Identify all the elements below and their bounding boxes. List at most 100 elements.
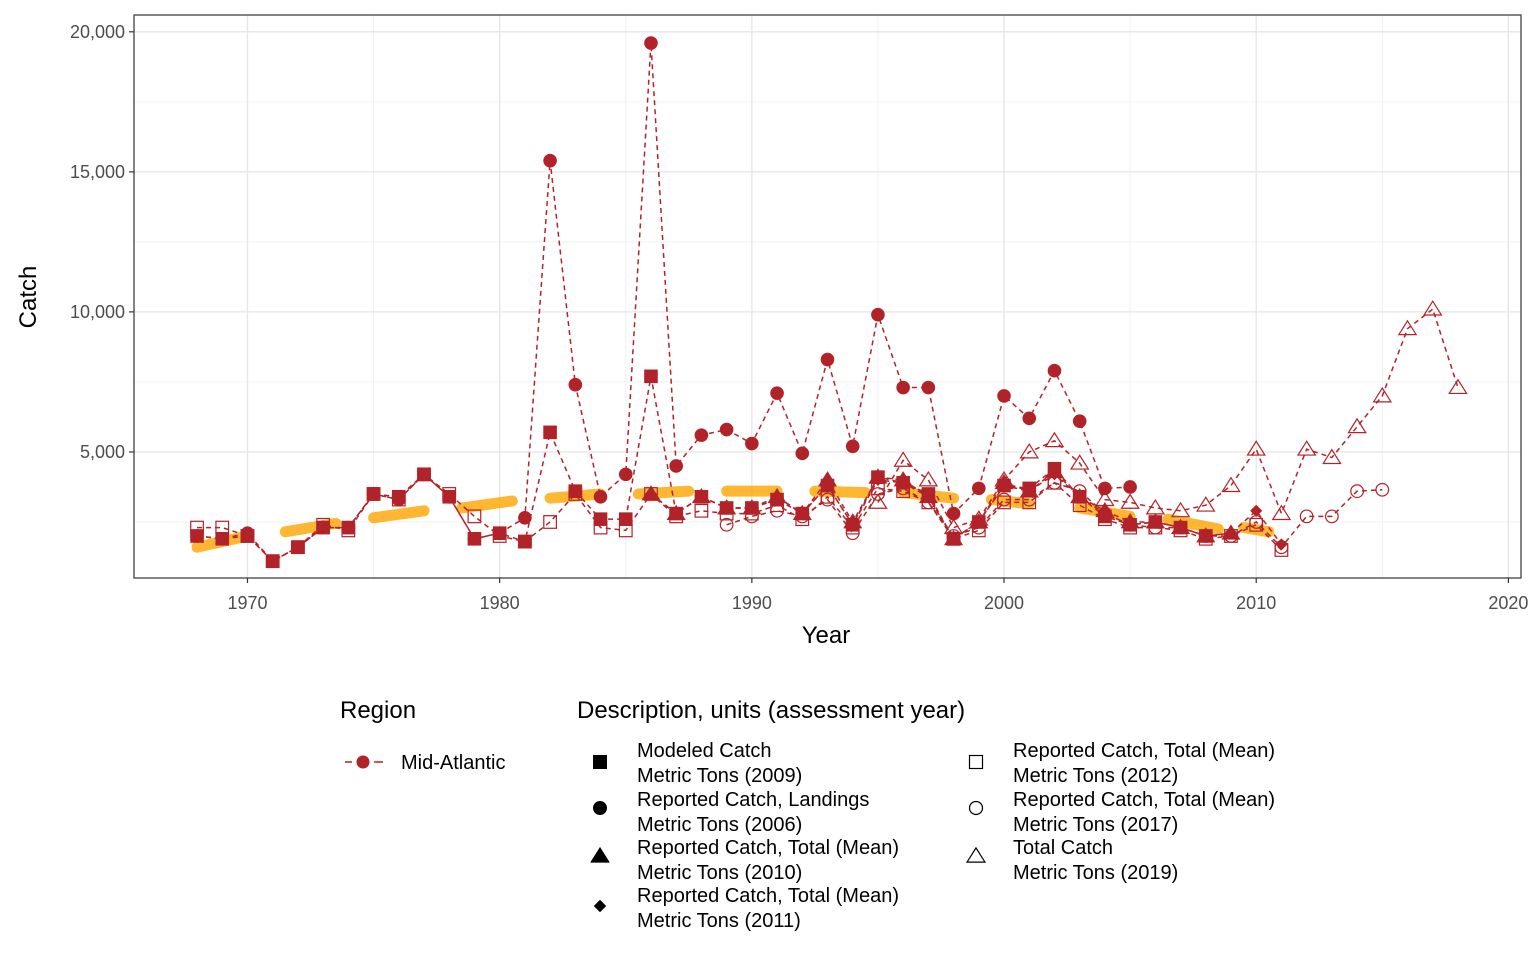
data-point-diamond [1098,507,1111,520]
data-point-square [644,369,658,384]
data-point-square-open [770,498,784,513]
data-point-triangle-open [1019,442,1039,459]
series-line-triangle-open [877,307,1459,529]
x-tick-label: 2020 [1488,593,1528,613]
data-point-square-open [366,487,381,501]
data-point-circle-open [1299,509,1314,524]
data-point-circle [518,510,532,525]
legend-entry-line2: Metric Tons (2011) [637,910,801,932]
legend-entry-line2: Metric Tons (2019) [1013,862,1178,884]
x-tick-label: 1990 [732,593,772,613]
data-point-circle [190,529,204,543]
series-line-circle [196,42,1131,563]
data-point-square-open [316,517,331,532]
legend-entry-line1: Reported Catch, Landings [637,789,869,811]
data-point-circle-open [1249,515,1264,529]
data-point-circle-open [1274,540,1289,555]
data-point-triangle-open [969,510,989,526]
legend-entry-modeled-2009: Modeled Catch Metric Tons (2009) [637,740,802,787]
data-point-circle [795,446,810,461]
y-tick-label: 15,000 [70,162,125,182]
data-point-diamond [1174,521,1187,534]
data-point-square-open [1097,512,1112,527]
data-point-circle-open [795,509,810,524]
data-point-circle-open [1123,517,1138,532]
legend-entry-line2: Metric Tons (2010) [637,862,802,884]
data-point-circle [568,377,583,392]
data-point-circle-open [1350,484,1364,499]
data-point-square-open [618,523,633,538]
data-point-circle [391,492,406,507]
data-point-circle-open [1022,492,1037,507]
data-point-diamond [1149,515,1162,529]
legend-key-circle-open [968,800,984,816]
data-point-diamond [695,490,708,503]
data-point-circle [871,307,885,322]
data-point-circle-open [997,492,1011,507]
data-point-triangle-open [1246,440,1266,456]
data-point-circle-open [820,492,835,507]
y-tick-label: 20,000 [70,22,125,42]
data-point-square-open [190,520,204,535]
legend-entry-line1: Reported Catch, Total (Mean) [1013,789,1275,811]
data-point-circle-open [1047,475,1062,490]
legend-description-keys [590,754,987,913]
data-point-circle [417,467,431,482]
data-point-square-open [391,492,406,507]
data-point-square [543,425,557,440]
data-point-circle-open [896,481,911,496]
data-point-circle-open [1324,509,1339,524]
data-point-circle [1098,481,1112,496]
data-point-circle-open [921,495,936,510]
data-point-square-open [442,487,457,501]
legend-entry-total-mean-2010: Reported Catch, Total (Mean) Metric Tons… [637,837,899,884]
data-point-circle [366,487,381,501]
data-point-triangle-open [1372,386,1393,403]
data-point-square-open [417,467,431,482]
data-point-square-open [644,487,658,501]
legend-entry-total-mean-2011: Reported Catch, Total (Mean) Metric Tons… [637,885,899,932]
data-point-circle [215,531,230,546]
data-point-triangle-open [1044,431,1065,448]
legend-entry-line1: Modeled Catch [637,740,772,762]
data-point-triangle-open [1170,501,1191,518]
data-point-circle [467,531,482,546]
legend-key-diamond [593,899,607,913]
data-series [190,36,1468,569]
legend-region-title: Region [340,697,416,724]
data-point-diamond [670,507,683,520]
legend-key-circle [593,801,607,815]
legend-entry-line2: Metric Tons (2009) [637,765,802,787]
data-point-circle-open [946,529,961,543]
data-point-triangle-open [1271,504,1292,521]
data-point-square-open [719,506,734,521]
series-points [190,36,1468,569]
data-point-circle-open [971,520,986,535]
legend-entry-line1: Reported Catch, Total (Mean) [637,837,899,859]
data-point-circle [845,439,860,454]
legend-key-triangle-open [965,846,987,863]
data-point-triangle-open [1296,440,1317,456]
data-point-circle [997,389,1011,403]
data-point-diamond [644,487,658,501]
data-point-triangle-open [1095,490,1115,507]
legend-region-key [345,755,383,769]
data-point-circle [291,540,305,554]
data-point-diamond [846,518,859,531]
data-point-circle [719,422,734,437]
data-point-circle [618,467,633,482]
data-point-circle-open [1198,529,1213,543]
legend-entry-total-mean-2017: Reported Catch, Total (Mean) Metric Tons… [1013,789,1275,836]
data-point-circle-open [744,509,759,524]
legend-key-square-open [968,754,984,770]
legend-description-title: Description, units (assessment year) [577,697,965,724]
data-point-circle [543,153,557,168]
data-point-circle [745,436,759,451]
plot-panel-border [133,14,1522,579]
legend-entry-line1: Reported Catch, Total (Mean) [1013,740,1275,762]
data-point-circle [1123,480,1137,494]
data-point-diamond [1199,529,1212,543]
data-point-square-open [291,540,305,555]
data-point-circle [442,489,457,504]
